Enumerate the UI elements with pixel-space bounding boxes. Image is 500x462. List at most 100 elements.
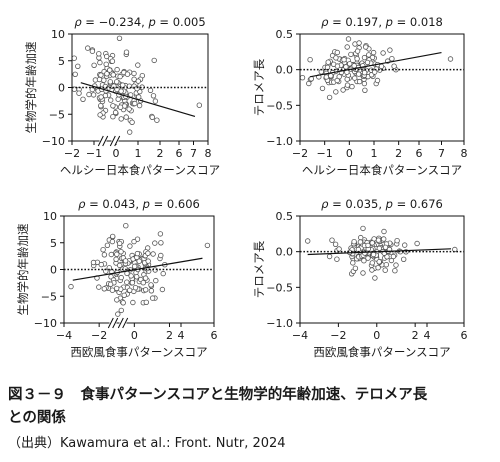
data-point <box>75 63 81 69</box>
data-point <box>349 83 355 90</box>
data-point <box>361 54 368 61</box>
y-tick-label: 5 <box>58 55 65 68</box>
data-point <box>374 77 381 84</box>
axis-break-mark <box>117 317 124 329</box>
data-point <box>326 94 333 101</box>
data-point <box>123 49 130 55</box>
data-point <box>325 59 331 65</box>
data-point <box>347 61 353 67</box>
data-point <box>128 273 134 279</box>
data-point <box>107 281 114 287</box>
data-point <box>114 251 120 257</box>
data-point <box>129 119 135 125</box>
data-point <box>319 85 326 92</box>
data-point <box>115 311 121 317</box>
x-tick-label: 8 <box>205 147 212 160</box>
data-point <box>104 242 111 248</box>
data-point <box>145 250 151 256</box>
data-point <box>109 233 116 240</box>
axis-break-mark <box>122 317 129 329</box>
y-tick-label: −5 <box>49 108 65 121</box>
data-point <box>334 256 340 262</box>
axis-break-gap <box>99 138 107 144</box>
data-point <box>344 44 350 50</box>
y-tick-label: −1.0 <box>266 135 293 148</box>
data-point <box>151 57 157 64</box>
y-tick-label: 0.5 <box>276 210 294 223</box>
data-point <box>118 274 124 281</box>
data-point <box>307 57 313 63</box>
x-tick-label: 6 <box>176 147 183 160</box>
y-axis-label: テロメア長 <box>252 240 266 298</box>
data-point <box>401 256 407 262</box>
x-tick-label: 4 <box>178 329 185 342</box>
data-point <box>372 275 378 281</box>
y-tick-label: −10 <box>34 317 57 330</box>
data-point <box>366 52 372 58</box>
y-tick-label: −0.5 <box>266 281 293 294</box>
data-point <box>104 71 110 77</box>
data-point <box>126 287 133 293</box>
data-point <box>143 299 149 305</box>
data-point <box>352 265 359 271</box>
x-tick-label: −2 <box>64 147 80 160</box>
data-point <box>122 258 129 264</box>
data-point <box>360 270 366 276</box>
data-point <box>361 69 368 76</box>
data-point <box>127 243 133 249</box>
data-point <box>375 265 381 271</box>
data-point <box>90 92 97 98</box>
data-point <box>145 258 151 264</box>
x-tick-label: 1 <box>135 147 142 160</box>
data-point <box>133 274 140 280</box>
regression-line <box>80 82 196 117</box>
y-tick-label: −5 <box>41 290 57 303</box>
data-point <box>118 116 124 122</box>
data-point <box>132 100 138 107</box>
data-point <box>86 91 92 98</box>
data-point <box>380 50 386 56</box>
data-point <box>135 78 141 84</box>
data-point <box>107 79 113 85</box>
x-tick-label: 7 <box>438 147 445 160</box>
data-point <box>148 288 155 294</box>
data-point <box>68 283 74 290</box>
panel-1-stats: ρ = −0.234, p = 0.005 <box>74 15 205 29</box>
data-point <box>129 280 136 286</box>
data-point <box>402 242 408 248</box>
data-point <box>387 47 393 53</box>
data-point <box>131 238 137 245</box>
x-tick-label: 0 <box>131 329 138 342</box>
data-point <box>204 242 211 249</box>
data-point <box>299 74 306 81</box>
data-point <box>101 286 107 292</box>
data-point <box>447 56 454 62</box>
data-point <box>109 58 116 64</box>
data-point <box>106 67 113 73</box>
data-point <box>109 238 116 245</box>
x-tick-label: −4 <box>292 329 308 342</box>
panel-2-stats: ρ = 0.197, p = 0.018 <box>321 15 443 29</box>
data-point <box>356 71 362 77</box>
data-point <box>110 103 116 109</box>
data-point <box>123 222 129 229</box>
data-point <box>394 237 400 244</box>
data-point <box>351 63 357 69</box>
data-point <box>116 35 123 41</box>
data-point <box>142 287 149 293</box>
panel-3-stats: ρ = 0.043, p = 0.606 <box>78 197 200 211</box>
data-point <box>115 96 121 102</box>
x-tick-label: −2 <box>330 329 346 342</box>
y-tick-label: 0 <box>50 264 57 277</box>
data-point <box>107 97 114 103</box>
data-point <box>160 270 166 277</box>
data-point <box>305 238 311 244</box>
y-tick-label: 10 <box>51 28 65 41</box>
data-point <box>360 225 366 232</box>
axis-break-mark <box>114 135 121 147</box>
data-point <box>376 259 382 265</box>
data-point <box>132 285 139 291</box>
y-axis-label: テロメア長 <box>252 58 266 116</box>
data-point <box>323 74 330 80</box>
